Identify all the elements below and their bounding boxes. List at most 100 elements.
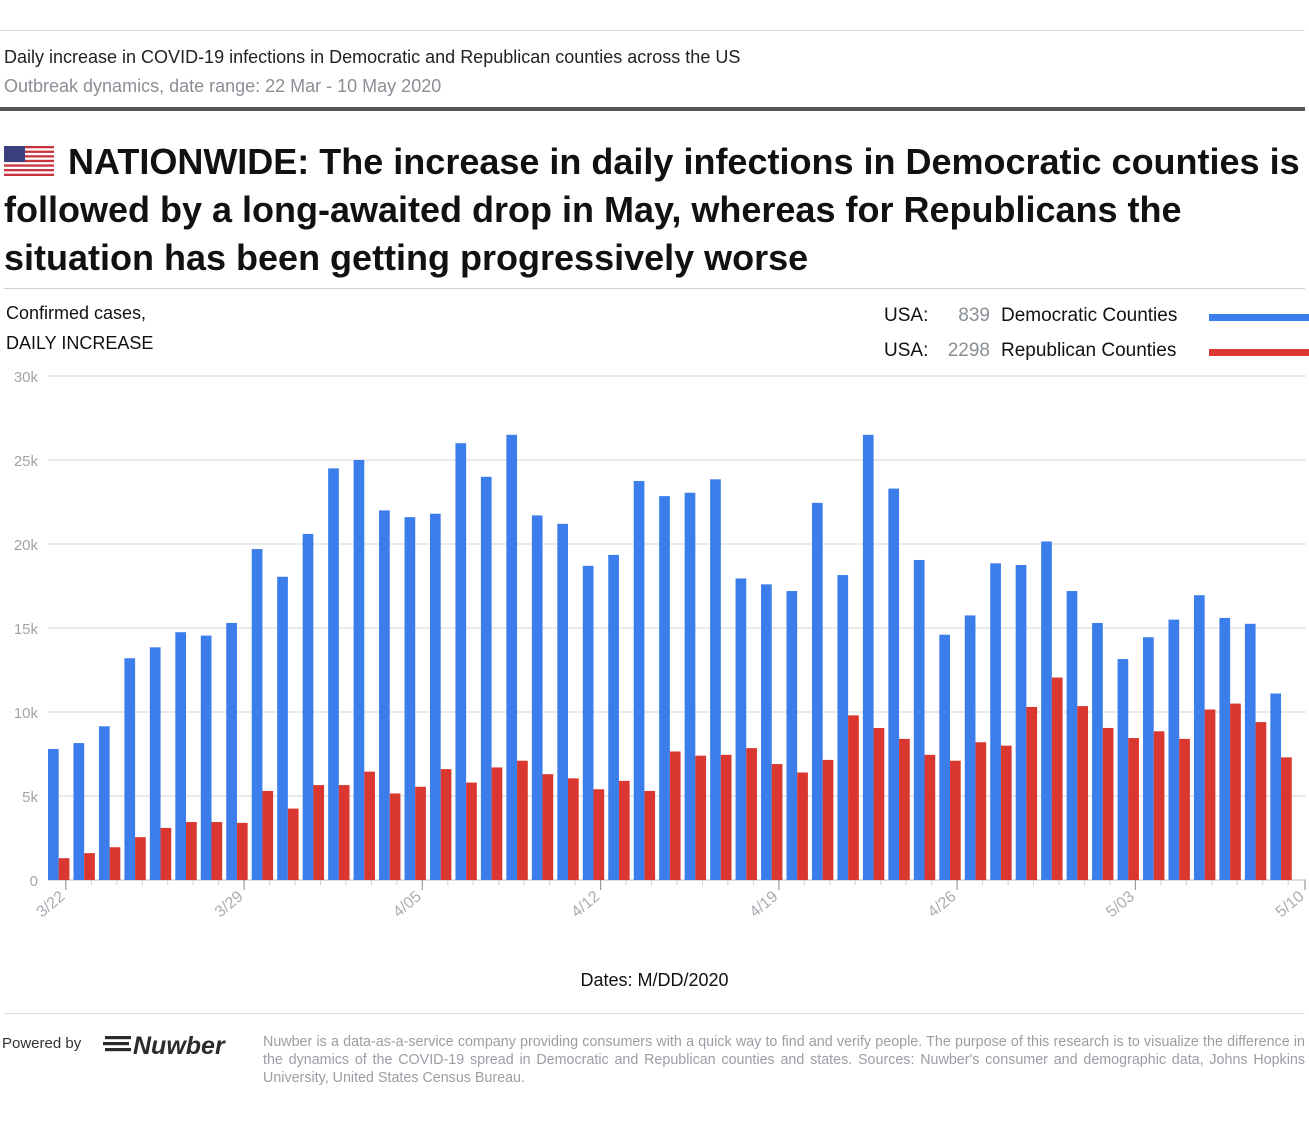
bar-republican [160,827,172,880]
bar-republican [924,754,936,880]
bar-democratic [913,559,925,880]
bar-democratic [1143,637,1154,880]
x-tick-label: 4/26 [925,888,960,921]
bar-republican [568,778,579,880]
date-range-label: Outbreak dynamics, date range: 22 Mar - … [4,76,442,96]
bar-republican [1153,731,1165,880]
bar-republican [949,760,961,880]
bar-democratic [200,635,212,880]
bar-republican [135,837,146,880]
nuwber-logo: Nuwber [103,1032,226,1060]
bar-republican [389,793,401,880]
legend-label: Democratic Counties [1001,305,1178,326]
bar-democratic [1244,623,1256,880]
x-tick-label: 4/05 [390,888,425,921]
y-tick-label: 25k [14,453,39,470]
bar-democratic [379,510,390,880]
bar-democratic [98,726,110,880]
x-axis-title: Dates: M/DD/2020 [580,970,729,990]
bar-democratic [1117,659,1129,880]
bar-democratic [684,492,696,880]
bar-republican [822,759,834,880]
bar-democratic [328,468,339,880]
y-axis-label-line1: Confirmed cases, [6,303,147,323]
svg-text:Nuwber: Nuwber [133,1032,226,1060]
bar-republican [262,790,274,880]
headline-text: NATIONWIDE: The increase in daily infect… [4,141,1300,278]
bar-democratic [608,554,619,880]
bar-republican [1051,677,1063,880]
bar-democratic [761,584,772,880]
bar-democratic [862,434,874,880]
bar-democratic [404,517,416,880]
bar-republican [1230,703,1241,880]
y-tick-label: 0 [30,873,38,890]
bar-democratic [226,622,237,880]
y-tick-label: 5k [22,789,38,806]
bar-republican [542,774,554,880]
bar-republican [440,769,452,880]
legend-country: USA: [884,340,929,361]
bar-democratic [1041,541,1052,880]
bar-republican [1102,727,1114,880]
bar-democratic [1193,595,1205,880]
bar-democratic [710,479,721,880]
bar-republican [669,751,681,880]
bar-democratic [990,563,1001,880]
bar-republican [338,785,350,880]
bar-republican [58,858,70,880]
bar-democratic [837,575,849,880]
bar-democratic [786,591,798,880]
bar-republican [236,822,248,880]
headline: NATIONWIDE: The increase in daily infect… [4,138,1304,282]
bar-republican [491,767,503,880]
x-tick-label: 3/29 [212,888,247,921]
bar-chart: 0 5k 10k 15k 20k 25k 30k 3/22 3/29 4/05 4/12 4/19 4/… [14,369,1308,921]
bar-democratic [149,647,161,880]
bar-democratic [302,533,314,880]
legend-count: 2298 [947,340,990,361]
bar-republican [287,808,299,880]
bar-republican [84,853,95,880]
bar-republican [746,748,757,880]
bar-republican [771,764,783,880]
bar-democratic [124,658,136,880]
bar-democratic [429,513,441,880]
bar-democratic [735,578,747,880]
bar-democratic [73,743,85,880]
powered-by-label: Powered by [2,1035,82,1052]
bar-democratic [175,632,187,880]
bar-republican [1204,709,1216,880]
bar-republican [211,822,223,880]
bar-republican [873,727,885,880]
bar-republican [364,771,375,880]
bar-democratic [557,523,569,880]
y-tick-label: 20k [14,537,39,554]
bar-republican [593,789,605,880]
bar-democratic [659,496,670,880]
bar-democratic [811,502,823,880]
bar-democratic [888,488,900,880]
bar-republican [1128,738,1139,880]
bar-democratic [251,549,263,880]
x-tick-label: 5/03 [1103,888,1138,921]
bar-democratic [506,434,518,880]
y-tick-label: 15k [14,621,39,638]
header-divider [0,107,1305,111]
bar-democratic [633,481,645,880]
x-tick-label: 4/19 [747,888,782,921]
legend-count: 839 [958,305,990,326]
bar-democratic [939,634,950,880]
bar-republican [1281,757,1292,880]
bar-republican [618,780,630,880]
bar-democratic [353,460,365,880]
bar-democratic [48,748,59,880]
bar-republican [644,790,656,880]
x-tick-label: 4/12 [568,888,603,921]
bar-republican [109,847,121,880]
bar-republican [1077,706,1089,880]
bar-democratic [455,443,467,880]
bar-republican [313,785,325,880]
bar-republican [415,786,426,880]
legend-country: USA: [884,305,929,326]
